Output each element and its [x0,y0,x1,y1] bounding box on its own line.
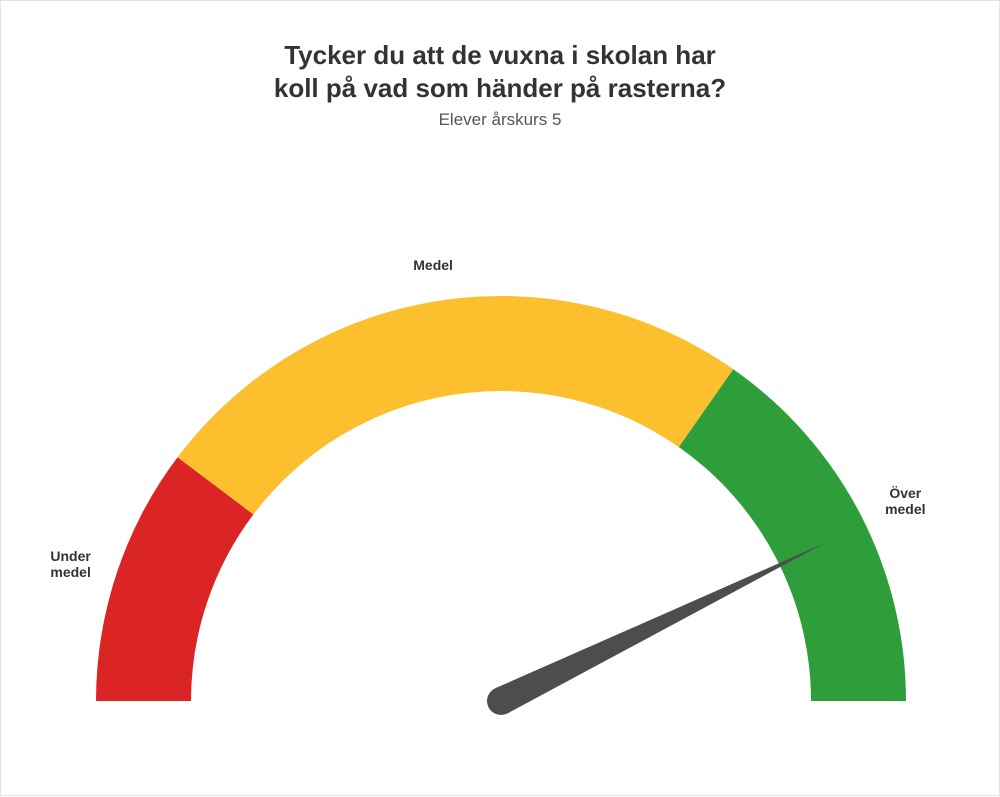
gauge-hub [487,687,515,715]
gauge-segment-label-0: Under medel [50,548,90,580]
chart-frame: Tycker du att de vuxna i skolan har koll… [0,0,1000,796]
gauge-needle [495,543,825,713]
gauge-segment-label-1: Medel [413,257,453,273]
gauge-chart [1,1,1000,797]
gauge-segment-label-2: Över medel [885,485,925,517]
gauge-segment-2 [679,369,906,701]
gauge-segment-1 [178,296,734,514]
